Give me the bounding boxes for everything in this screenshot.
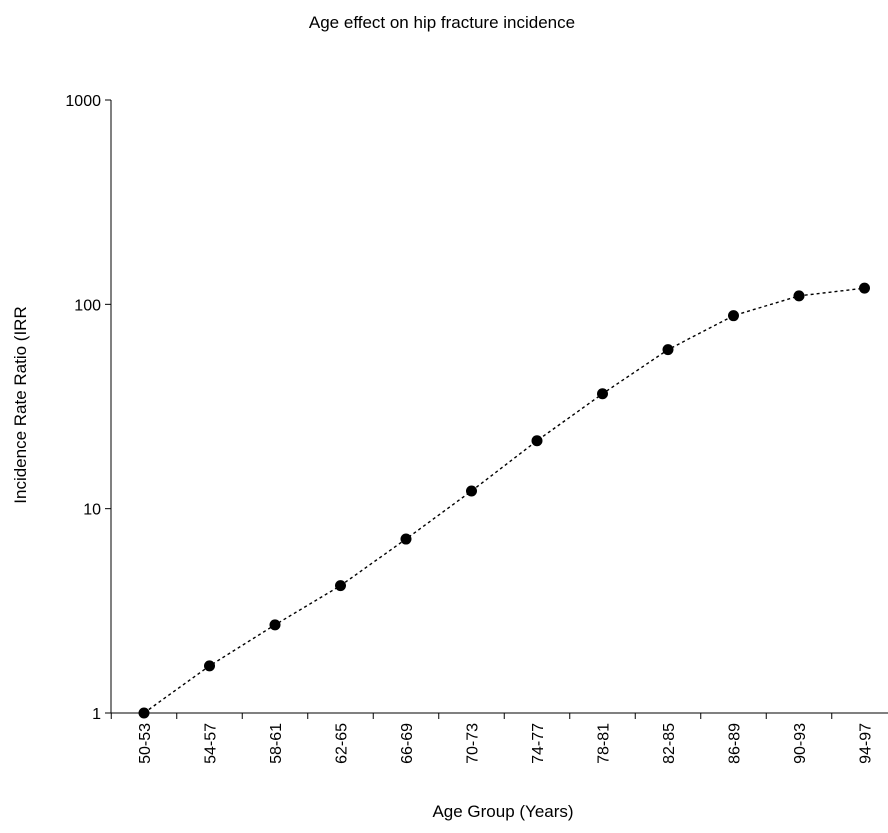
x-tick-label: 90-93 [792,723,809,764]
data-point [400,533,412,545]
x-tick-label: 54-57 [203,723,220,764]
y-tick-label: 1000 [65,93,101,110]
data-point [662,344,674,356]
y-tick-label: 100 [74,297,101,314]
data-point [466,485,477,497]
data-point [269,619,281,631]
x-tick-label: 62-65 [334,723,351,764]
chart-title: Age effect on hip fracture incidence [309,13,575,32]
data-point [531,435,543,447]
y-tick-label: 1 [92,706,101,723]
x-tick-label: 86-89 [727,723,744,764]
x-tick-label: 74-77 [530,723,547,764]
x-tick-label: 58-61 [268,723,285,764]
y-axis-label: Incidence Rate Ratio (IRR [11,306,30,503]
x-tick-label: 66-69 [399,723,416,764]
data-point [204,660,215,672]
data-point [793,290,805,302]
x-tick-label: 82-85 [661,723,678,764]
data-point [138,707,150,719]
data-point [335,580,346,592]
x-tick-label: 50-53 [137,723,154,764]
y-tick-label: 10 [83,502,101,519]
data-point [859,282,870,294]
x-tick-label: 70-73 [465,723,482,764]
x-axis-label: Age Group (Years) [432,802,573,821]
x-tick-label: 94-97 [858,723,875,764]
data-point [728,310,739,322]
data-point [597,388,608,400]
series-line [143,287,865,714]
x-tick-label: 78-81 [596,723,613,764]
